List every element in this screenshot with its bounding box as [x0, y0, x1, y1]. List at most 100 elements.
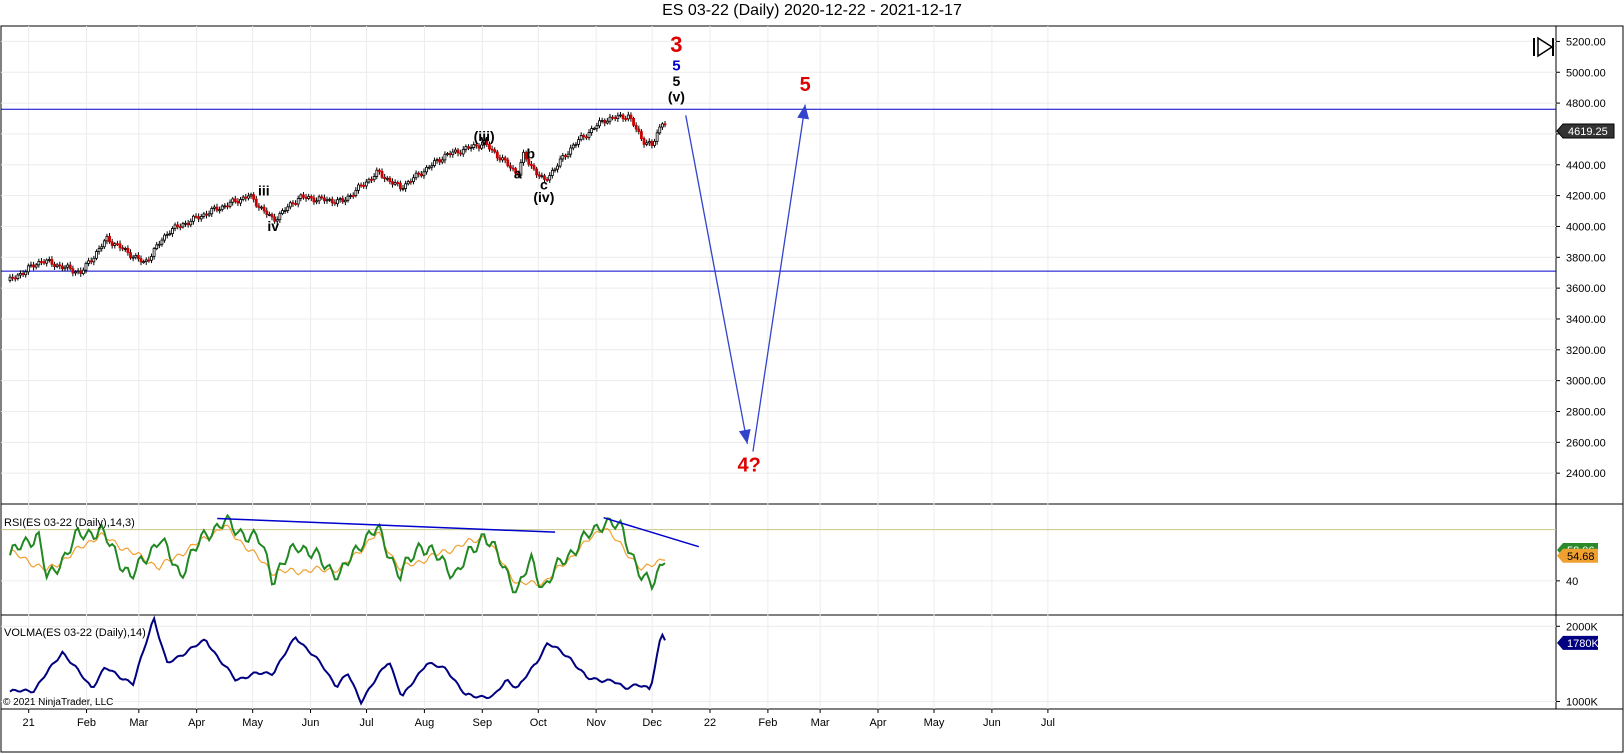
- candle-body: [19, 273, 22, 276]
- candle-body: [626, 114, 630, 120]
- candle-body: [220, 205, 224, 211]
- x-tick-label: Mar: [129, 717, 148, 729]
- candle-body: [545, 179, 549, 181]
- candle-body: [611, 116, 614, 119]
- y-tick-label: 4400.00: [1566, 160, 1606, 172]
- candle-body: [645, 142, 649, 145]
- candle-body: [13, 277, 17, 280]
- candle-body: [304, 196, 308, 199]
- candle-body: [254, 198, 258, 207]
- candle-body: [419, 173, 423, 177]
- last-price-label: 4619.25: [1568, 126, 1608, 138]
- candle-body: [71, 268, 75, 274]
- candle-body: [566, 153, 570, 158]
- candle-body: [265, 210, 269, 215]
- candle-body: [92, 257, 96, 263]
- candle-body: [74, 271, 77, 274]
- candle-body: [228, 201, 232, 207]
- candle-body: [655, 132, 659, 142]
- scroll-to-end-icon[interactable]: [1533, 36, 1554, 58]
- candle-body: [592, 128, 596, 130]
- candle-body: [278, 213, 282, 221]
- candle-body: [516, 172, 520, 176]
- candle-body: [160, 239, 164, 245]
- candle-body: [482, 140, 486, 146]
- candle-body: [598, 120, 601, 127]
- candle-body: [540, 175, 544, 178]
- candle-body: [579, 135, 583, 141]
- candle-body: [488, 144, 491, 150]
- y-tick-label: 3600.00: [1566, 283, 1606, 295]
- candle-body: [658, 126, 662, 134]
- candle-body: [336, 199, 339, 205]
- candle-body: [309, 196, 313, 199]
- y-tick-label: 5200.00: [1566, 36, 1606, 48]
- candle-body: [66, 264, 70, 268]
- candle-body: [294, 203, 297, 205]
- y-tick-label: 3400.00: [1566, 314, 1606, 326]
- candle-body: [176, 224, 180, 228]
- projection-arrow-line: [685, 115, 748, 444]
- candle-body: [312, 197, 316, 203]
- y-tick-label: 3000.00: [1566, 376, 1606, 388]
- candle-body: [503, 157, 507, 161]
- volma-value-tag: [1557, 635, 1598, 650]
- candle-body: [613, 117, 617, 120]
- candle-body: [223, 205, 227, 208]
- candle-body: [480, 144, 484, 149]
- candle-body: [55, 264, 59, 268]
- x-tick-label: Jul: [360, 717, 374, 729]
- candle-body: [29, 264, 33, 267]
- volma-panel[interactable]: [9, 615, 666, 706]
- candle-body: [102, 240, 106, 248]
- candle-body: [47, 259, 51, 261]
- candle-body: [663, 123, 667, 126]
- candle-body: [42, 261, 46, 264]
- candle-body: [564, 155, 567, 158]
- candle-body: [362, 185, 366, 187]
- candle-body: [87, 260, 90, 264]
- candle-body: [430, 165, 434, 168]
- candle-body: [116, 243, 119, 246]
- candle-body: [165, 234, 169, 236]
- candle-body: [307, 196, 311, 199]
- candle-body: [157, 243, 161, 246]
- candle-body: [472, 144, 476, 148]
- candle-body: [514, 168, 518, 174]
- candle-body: [50, 259, 54, 265]
- candle-body: [275, 219, 279, 222]
- candle-body: [105, 235, 109, 242]
- projection-arrow-line: [752, 104, 806, 452]
- rsi-average-label: 54.68: [1567, 551, 1595, 563]
- candle-body: [624, 118, 628, 120]
- candle-body: [406, 181, 410, 185]
- copyright-text: © 2021 NinjaTrader, LLC: [3, 697, 113, 708]
- volma-tick-label: 1000K: [1566, 696, 1598, 708]
- candle-body: [270, 214, 274, 218]
- candle-body: [495, 151, 499, 159]
- candle-body: [58, 264, 62, 267]
- candle-body: [433, 160, 436, 166]
- candle-body: [414, 172, 418, 179]
- candle-body: [34, 264, 38, 268]
- price-panel[interactable]: [8, 111, 667, 283]
- candle-body: [184, 222, 187, 225]
- candle-body: [571, 144, 575, 149]
- rsi-panel[interactable]: [1, 513, 1556, 594]
- candle-body: [608, 116, 612, 122]
- wave-label: iii: [258, 183, 270, 199]
- candle-body: [155, 244, 159, 249]
- candle-body: [207, 213, 211, 216]
- candle-body: [322, 197, 326, 202]
- candle-body: [26, 265, 30, 273]
- candle-body: [388, 177, 392, 183]
- candle-body: [357, 184, 360, 191]
- candle-body: [199, 215, 203, 220]
- candle-body: [147, 259, 151, 262]
- candle-body: [257, 205, 261, 208]
- candle-body: [653, 140, 656, 146]
- candle-body: [95, 251, 98, 259]
- candle-body: [129, 252, 132, 259]
- candle-body: [375, 169, 379, 177]
